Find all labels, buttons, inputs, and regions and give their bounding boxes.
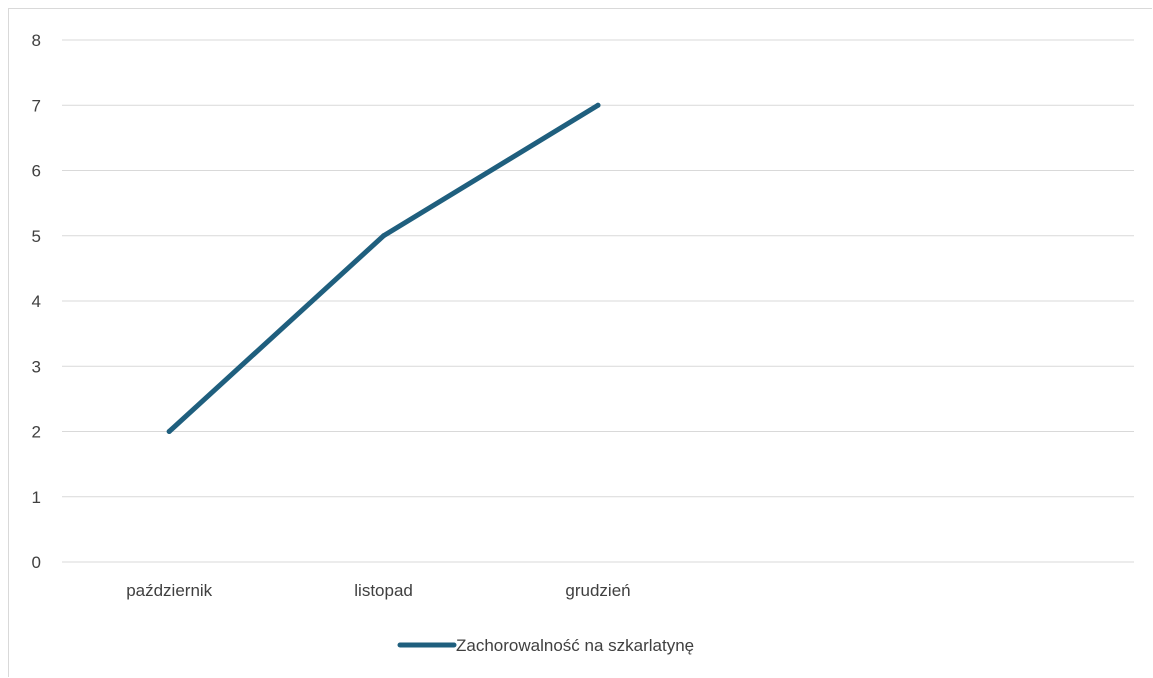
y-tick-label: 1 bbox=[32, 488, 41, 507]
gridlines bbox=[62, 39, 1134, 563]
series-lines bbox=[166, 102, 601, 434]
x-tick-label: grudzień bbox=[565, 581, 630, 600]
x-axis-tick-labels: październik listopad grudzień bbox=[126, 581, 630, 600]
y-tick-label: 0 bbox=[32, 553, 41, 572]
legend: Zachorowalność na szkarlatynę bbox=[397, 636, 694, 655]
data-point bbox=[595, 102, 601, 108]
data-point bbox=[381, 233, 387, 239]
y-tick-label: 2 bbox=[32, 423, 41, 442]
series-line bbox=[166, 102, 601, 434]
y-tick-label: 3 bbox=[32, 357, 41, 376]
y-tick-label: 8 bbox=[32, 31, 41, 50]
y-tick-label: 5 bbox=[32, 227, 41, 246]
y-axis-tick-labels: 0 1 2 3 4 5 6 7 8 bbox=[32, 31, 41, 572]
x-tick-label: listopad bbox=[354, 581, 413, 600]
data-point bbox=[166, 429, 172, 434]
y-tick-label: 4 bbox=[32, 292, 41, 311]
chart-frame bbox=[8, 8, 1152, 677]
legend-label: Zachorowalność na szkarlatynę bbox=[456, 636, 694, 655]
x-tick-label: październik bbox=[126, 581, 212, 600]
y-tick-label: 7 bbox=[32, 96, 41, 115]
y-tick-label: 6 bbox=[32, 162, 41, 181]
